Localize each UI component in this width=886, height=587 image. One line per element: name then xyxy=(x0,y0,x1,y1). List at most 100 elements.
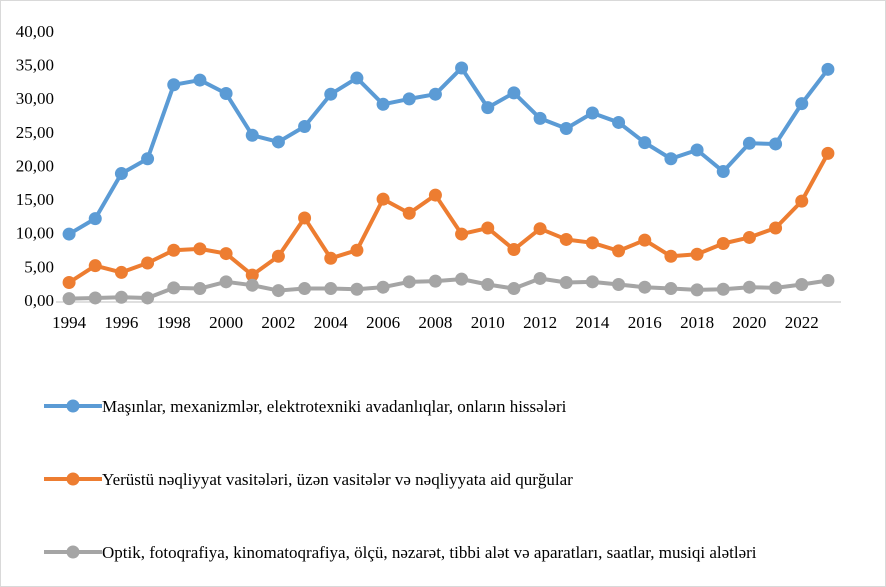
data-point xyxy=(298,211,312,225)
y-tick-label: 0,00 xyxy=(24,291,54,310)
data-point xyxy=(769,281,783,295)
x-tick-label: 1996 xyxy=(104,313,138,332)
data-point xyxy=(114,167,128,181)
data-point xyxy=(716,236,730,250)
legend-label: Optik, fotoqrafiya, kinomatoqrafiya, ölç… xyxy=(102,543,757,562)
legend-swatch xyxy=(44,545,102,559)
data-point xyxy=(795,278,809,292)
data-point xyxy=(481,221,495,235)
data-point xyxy=(350,282,364,296)
data-point xyxy=(664,249,678,263)
x-tick-label: 2016 xyxy=(628,313,662,332)
data-point xyxy=(193,242,207,256)
x-tick-label: 2018 xyxy=(680,313,714,332)
data-point xyxy=(612,115,626,129)
data-point xyxy=(219,87,233,101)
x-tick-label: 1998 xyxy=(157,313,191,332)
data-point xyxy=(533,222,547,236)
data-point xyxy=(298,282,312,296)
data-point xyxy=(455,227,469,241)
legend-swatch xyxy=(44,399,102,413)
data-point xyxy=(690,283,704,297)
data-point xyxy=(481,278,495,292)
x-tick-label: 2014 xyxy=(575,313,610,332)
data-point xyxy=(507,243,521,257)
x-tick-label: 2002 xyxy=(261,313,295,332)
data-point xyxy=(193,73,207,87)
data-point xyxy=(62,227,76,241)
data-point xyxy=(114,290,128,304)
x-tick-label: 2004 xyxy=(314,313,349,332)
data-point xyxy=(271,284,285,298)
data-point xyxy=(428,188,442,202)
data-point xyxy=(324,87,338,101)
data-point xyxy=(428,274,442,288)
data-point xyxy=(167,78,181,92)
data-point xyxy=(402,206,416,220)
data-point xyxy=(376,192,390,206)
y-tick-label: 30,00 xyxy=(16,89,54,108)
data-point xyxy=(559,275,573,289)
data-point xyxy=(455,272,469,286)
data-point xyxy=(376,97,390,111)
data-point xyxy=(350,71,364,85)
data-point xyxy=(141,256,155,270)
data-point xyxy=(298,119,312,133)
legend-entry: Optik, fotoqrafiya, kinomatoqrafiya, ölç… xyxy=(44,542,844,587)
data-point xyxy=(821,273,835,287)
data-point xyxy=(742,136,756,150)
data-point xyxy=(664,152,678,166)
data-point xyxy=(638,233,652,247)
data-point xyxy=(88,212,102,226)
data-point xyxy=(62,292,76,306)
data-point xyxy=(559,121,573,135)
data-point xyxy=(533,271,547,285)
data-point xyxy=(612,278,626,292)
data-point xyxy=(167,281,181,295)
y-tick-label: 15,00 xyxy=(16,190,54,209)
data-point xyxy=(742,230,756,244)
data-point xyxy=(376,280,390,294)
data-point xyxy=(690,247,704,261)
data-point xyxy=(88,259,102,273)
data-point xyxy=(638,280,652,294)
y-tick-label: 5,00 xyxy=(24,257,54,276)
legend-label: Yerüstü nəqliyyat vasitələri, üzən vasit… xyxy=(102,470,573,489)
data-point xyxy=(769,137,783,151)
legend-entry: Maşınlar, mexanizmlər, elektrotexniki av… xyxy=(44,396,844,469)
legend-marker xyxy=(66,472,80,486)
legend: Maşınlar, mexanizmlər, elektrotexniki av… xyxy=(44,396,844,587)
y-tick-label: 35,00 xyxy=(16,56,54,75)
x-tick-label: 2006 xyxy=(366,313,400,332)
x-tick-label: 2020 xyxy=(732,313,766,332)
data-point xyxy=(769,221,783,235)
data-point xyxy=(114,265,128,279)
y-tick-label: 20,00 xyxy=(16,156,54,175)
data-point xyxy=(638,136,652,150)
data-point xyxy=(141,291,155,305)
data-point xyxy=(271,135,285,149)
x-tick-label: 2008 xyxy=(418,313,452,332)
data-point xyxy=(167,243,181,257)
data-point xyxy=(324,282,338,296)
data-point xyxy=(612,244,626,258)
data-point xyxy=(716,165,730,179)
data-point xyxy=(455,61,469,75)
y-tick-label: 10,00 xyxy=(16,224,54,243)
data-point xyxy=(245,128,259,142)
data-point xyxy=(402,275,416,289)
data-point xyxy=(62,275,76,289)
legend-swatch xyxy=(44,472,102,486)
data-point xyxy=(795,194,809,208)
data-point xyxy=(402,92,416,106)
data-point xyxy=(324,251,338,265)
data-point xyxy=(428,87,442,101)
data-point xyxy=(533,111,547,125)
data-point xyxy=(585,236,599,250)
legend-label: Maşınlar, mexanizmlər, elektrotexniki av… xyxy=(102,397,567,416)
data-point xyxy=(219,275,233,289)
data-point xyxy=(245,278,259,292)
data-point xyxy=(481,101,495,115)
x-tick-label: 2012 xyxy=(523,313,557,332)
data-point xyxy=(193,282,207,296)
